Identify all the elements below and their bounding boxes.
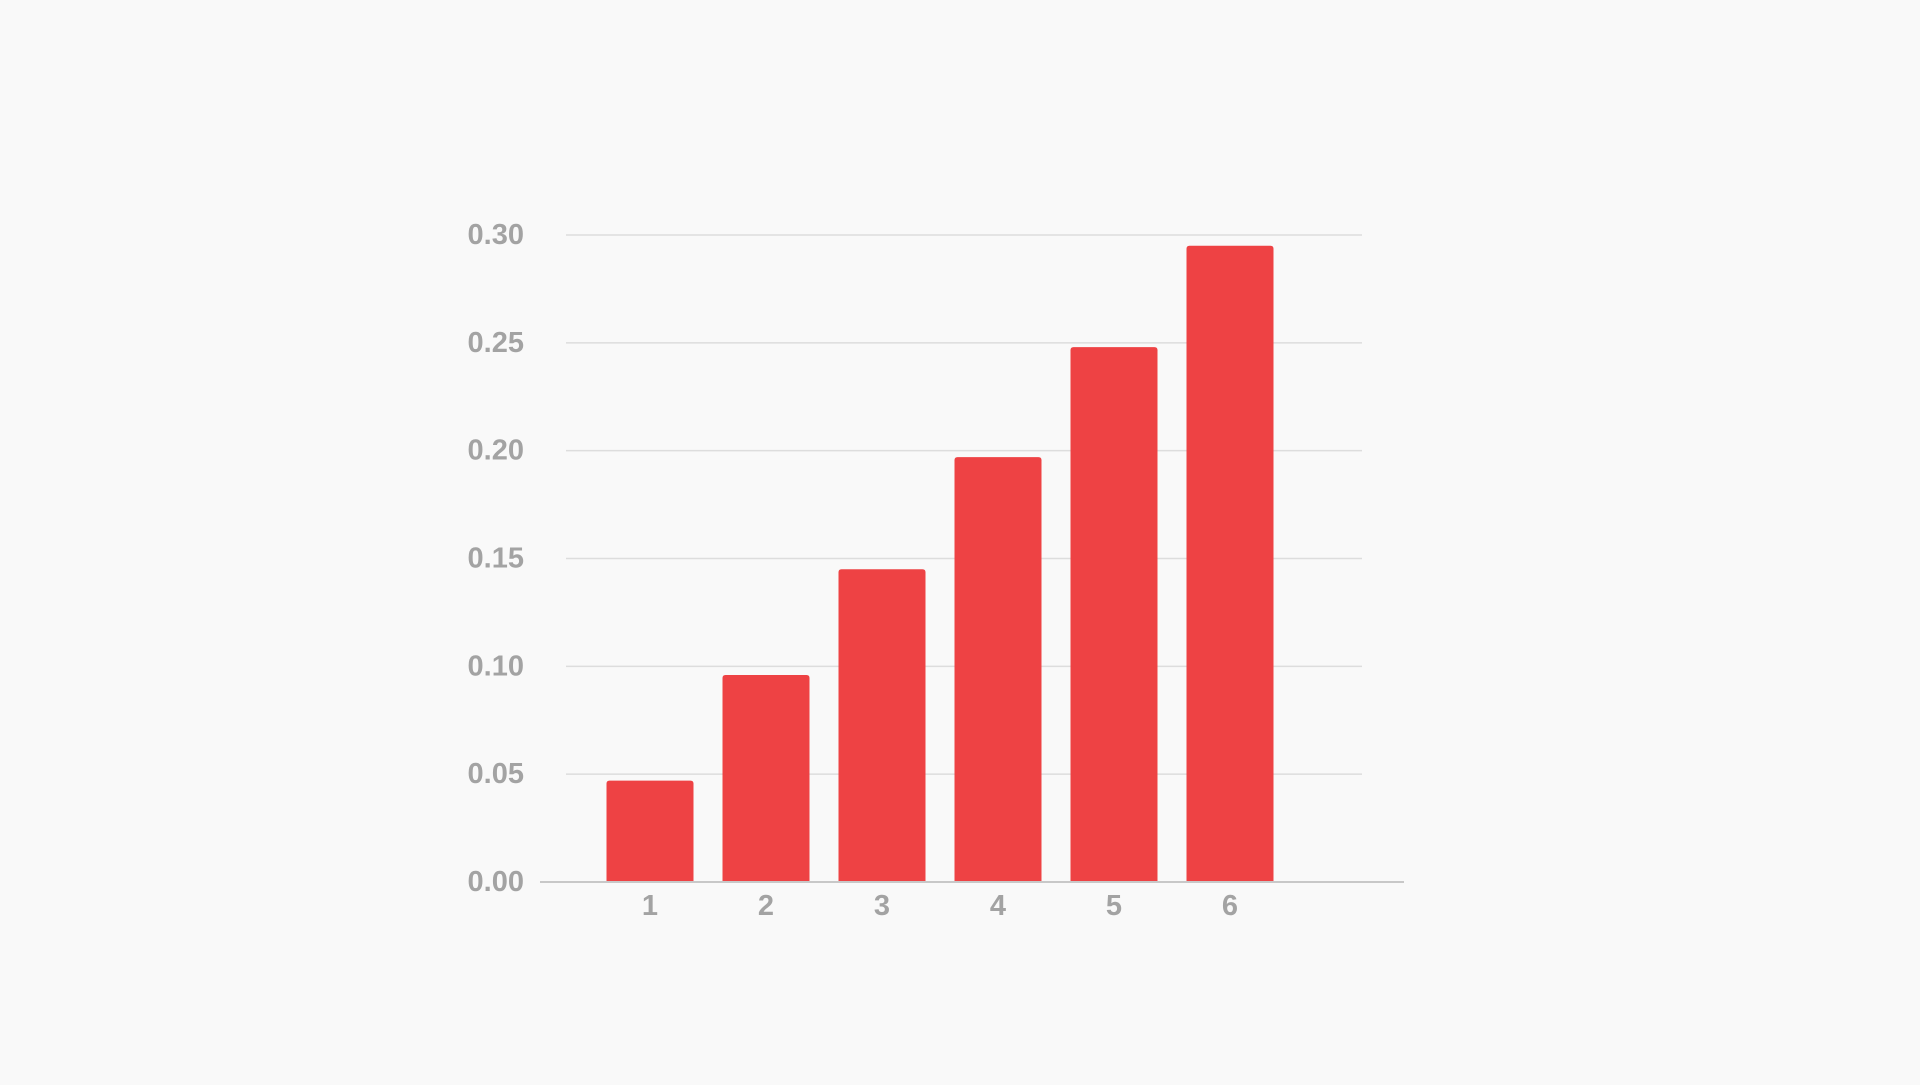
x-tick-label: 2	[758, 890, 774, 922]
y-tick-label: 0.10	[468, 650, 524, 682]
y-tick-label: 0.00	[468, 866, 524, 898]
y-tick-label: 0.25	[468, 327, 524, 359]
bar-5	[1070, 347, 1158, 882]
x-tick-label: 4	[990, 890, 1006, 922]
bar-6	[1186, 245, 1274, 883]
x-tick-labels: 1 2 3 4 5 6	[642, 890, 1238, 922]
y-tick-labels: 0.00 0.05 0.10 0.15 0.20 0.25 0.30	[468, 219, 524, 898]
y-tick-label: 0.20	[468, 435, 524, 467]
y-tick-label: 0.15	[468, 543, 524, 575]
x-tick-label: 1	[642, 890, 658, 922]
bar-1	[606, 780, 694, 882]
bar-2	[722, 674, 810, 882]
bar-3	[838, 569, 926, 882]
x-tick-label: 5	[1106, 890, 1122, 922]
x-tick-label: 3	[874, 890, 890, 922]
x-tick-label: 6	[1222, 890, 1238, 922]
y-tick-label: 0.05	[468, 758, 524, 790]
y-tick-label: 0.30	[468, 219, 524, 251]
bar-4	[954, 457, 1042, 882]
bars	[606, 245, 1274, 883]
